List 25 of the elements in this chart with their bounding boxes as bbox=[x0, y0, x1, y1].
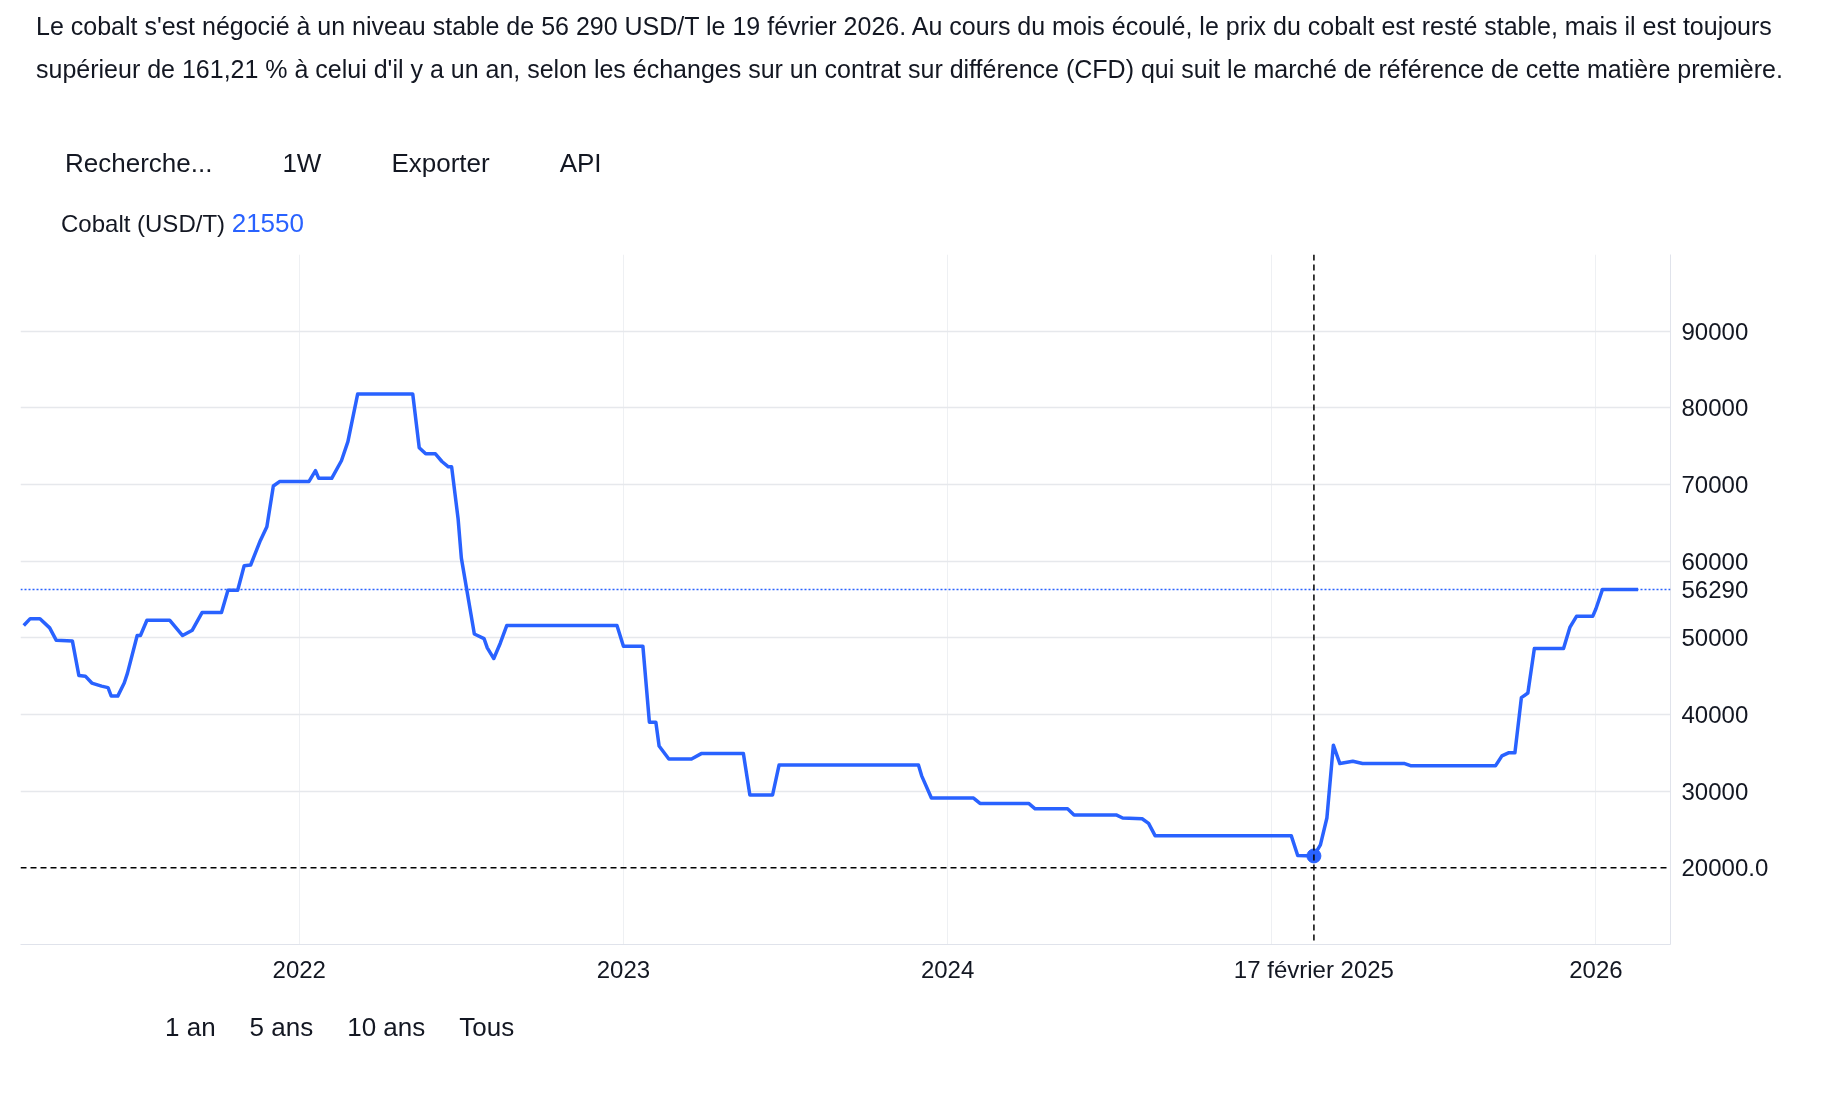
x-tick-label: 2022 bbox=[272, 955, 326, 983]
x-tick-label: 2024 bbox=[920, 955, 975, 983]
text: Recherche... bbox=[65, 148, 213, 178]
ref-line-label: 56290 bbox=[1681, 576, 1749, 604]
text: API bbox=[559, 148, 602, 178]
y-tick-label: 40000 bbox=[1681, 701, 1749, 728]
chart-subtitle: Le cobalt s'est négocié à un niveau stable de 56 290 USD/T le 19 février 2026. Au cours du mois écoulé, le prix du cobalt est resté stable, mais il est toujours supérieur de 161,21 % à celui d'il y a un an, selon les échanges sur un contrat sur différence (CFD) qui suit le marché de référence de cette matière première. bbox=[36, 11, 1784, 85]
x-tick-label: 2023 bbox=[596, 955, 651, 983]
text: 21550 bbox=[231, 208, 305, 238]
x-tick-label: 2026 bbox=[1569, 955, 1623, 983]
ref-line-label: 20000.0 bbox=[1681, 854, 1769, 882]
text: 5 ans bbox=[249, 1012, 314, 1042]
y-tick-label: 60000 bbox=[1681, 547, 1749, 575]
y-tick-label: 50000 bbox=[1681, 624, 1749, 652]
text: 10 ans bbox=[347, 1012, 426, 1042]
ref-line-label: 17 février 2025 bbox=[1233, 955, 1394, 983]
y-tick-label: 30000 bbox=[1681, 777, 1749, 805]
y-tick-label: 70000 bbox=[1681, 471, 1749, 498]
chart-title: Cobalt (USD/T) bbox=[61, 210, 226, 237]
y-tick-label: 80000 bbox=[1681, 394, 1749, 422]
text: 1 an bbox=[165, 1012, 216, 1042]
text: 1W bbox=[282, 148, 322, 178]
text: Exporter bbox=[391, 148, 490, 178]
y-tick-label: 90000 bbox=[1681, 317, 1749, 345]
text: Tous bbox=[459, 1012, 515, 1042]
